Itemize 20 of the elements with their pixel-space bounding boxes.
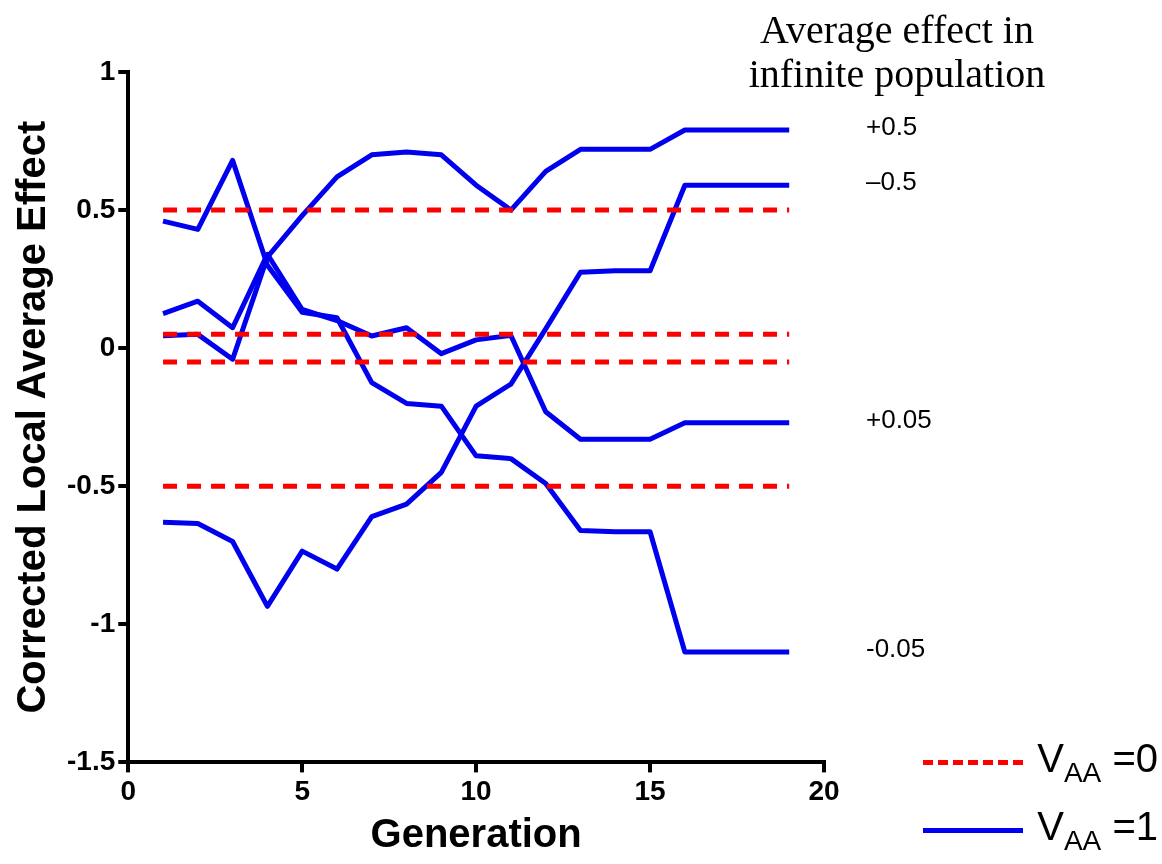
y-axis-title: Corrected Local Average Effect — [9, 120, 54, 714]
text: +0.5 — [866, 111, 918, 142]
y-tick-label: -1.5 — [67, 745, 116, 777]
annotation: Average effect in infinite population — [747, 7, 1047, 96]
y-tick-label: 1 — [99, 54, 116, 86]
legend-label: V$_{AA}$ =1 — [1037, 803, 1158, 857]
x-axis-title: Generation — [370, 811, 582, 856]
y-tick-label: 0.5 — [76, 192, 116, 224]
x-tick-label: 15 — [634, 774, 666, 806]
text: –0.5 — [866, 166, 917, 197]
y-tick-label: 0 — [99, 330, 116, 362]
x-tick-label: 20 — [808, 774, 840, 806]
text: -0.05 — [866, 633, 926, 664]
y-tick-label: -0.5 — [67, 468, 116, 500]
legend-label: V$_{AA}$ =0 — [1037, 735, 1158, 789]
x-tick-label: 0 — [120, 774, 137, 806]
x-tick-label: 5 — [294, 774, 310, 806]
text: +0.05 — [866, 403, 932, 434]
y-tick-label: -1 — [90, 607, 116, 639]
x-tick-label: 10 — [460, 774, 492, 806]
